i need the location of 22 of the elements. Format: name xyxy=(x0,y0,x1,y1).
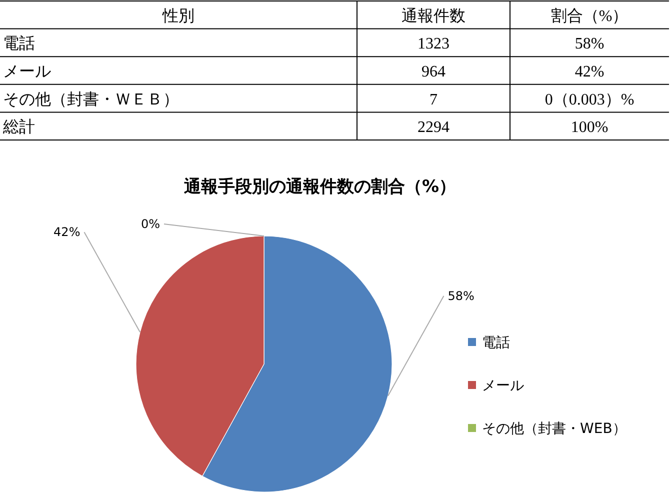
data-label: 58% xyxy=(448,288,474,303)
text: 58% xyxy=(574,36,604,53)
text: 1323 xyxy=(418,36,450,53)
text: 電話 xyxy=(3,34,35,53)
text: 42% xyxy=(574,64,604,80)
chart-title: 通報手段別の通報件数の割合（%） xyxy=(182,177,456,197)
data-label: 42% xyxy=(54,225,80,240)
legend-label: メール xyxy=(482,378,524,394)
legend-label: 電話 xyxy=(482,335,510,351)
text: メール xyxy=(3,64,51,80)
text: 964 xyxy=(422,64,446,80)
text: 2294 xyxy=(418,119,450,136)
text: 割合（%） xyxy=(550,6,628,25)
text: 100% xyxy=(570,119,608,136)
text: 7 xyxy=(430,91,438,108)
text: 通報件数 xyxy=(402,6,466,25)
text: 性別 xyxy=(162,8,194,25)
legend-label: その他（封書・WEB） xyxy=(482,421,626,437)
text: 0% xyxy=(140,217,160,231)
text: その他（封書・ＷＥＢ） xyxy=(3,90,179,108)
text: 総計 xyxy=(2,118,35,136)
text: 0（0.003）% xyxy=(544,91,634,108)
